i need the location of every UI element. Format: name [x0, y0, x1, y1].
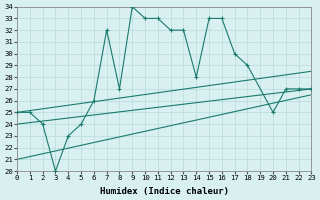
X-axis label: Humidex (Indice chaleur): Humidex (Indice chaleur) [100, 187, 229, 196]
